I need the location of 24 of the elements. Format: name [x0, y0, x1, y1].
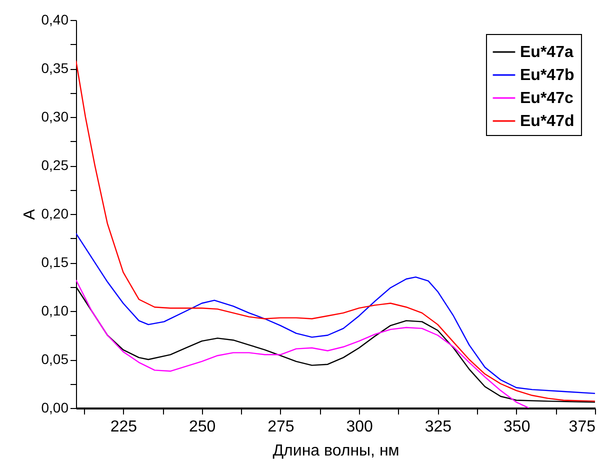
line-series [76, 232, 595, 394]
legend-label: Eu*47a [520, 44, 574, 61]
x-tick-label: 300 [346, 418, 374, 436]
y-tick-label: 0,15 [41, 254, 69, 270]
y-tick-label: 0,40 [41, 12, 69, 28]
x-tick-label: 350 [504, 418, 530, 436]
y-tick-label: 0,00 [41, 400, 69, 416]
line-series [76, 279, 530, 408]
y-tick-label: 0,30 [41, 108, 69, 124]
legend-label: Eu*47d [520, 113, 574, 130]
x-tick-label: 325 [424, 418, 452, 436]
y-tick-label: 0,35 [41, 60, 69, 76]
x-tick-label: 225 [110, 418, 138, 436]
y-tick-label: 0,20 [41, 206, 69, 222]
y-tick-label: 0,10 [41, 302, 69, 318]
legend-label: Eu*47c [520, 90, 574, 107]
x-axis-title: Длина волны, нм [272, 442, 400, 460]
x-tick-label: 275 [268, 418, 294, 436]
y-axis-title: A [21, 208, 38, 220]
legend-label: Eu*47b [520, 67, 574, 84]
x-tick-label: 375 [568, 418, 596, 436]
x-tick-label: 250 [188, 418, 216, 436]
y-tick-label: 0,05 [41, 351, 69, 367]
y-tick-label: 0,25 [41, 157, 69, 173]
